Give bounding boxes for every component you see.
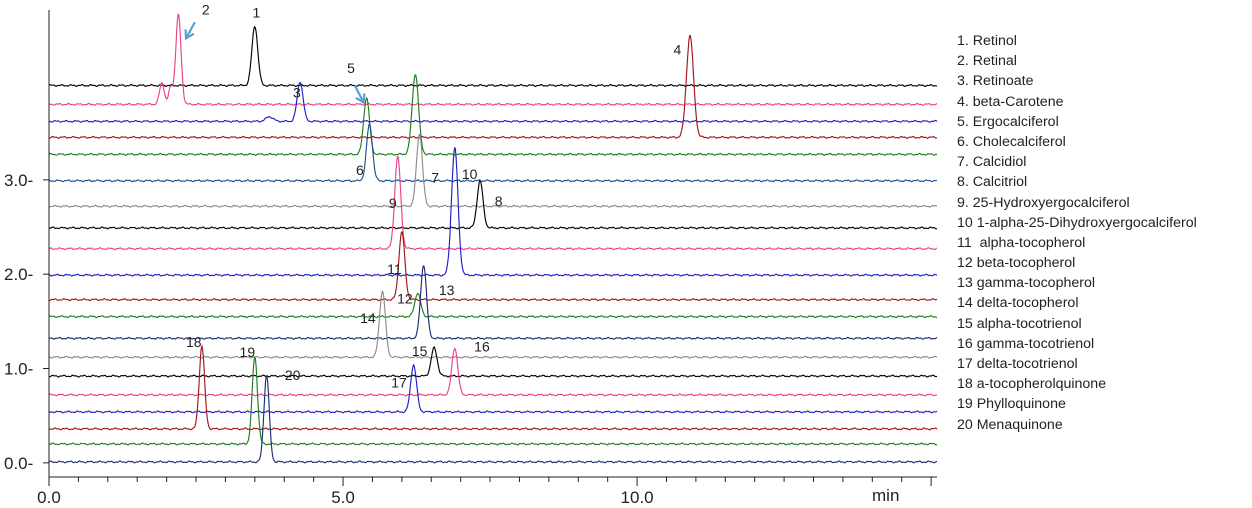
peak-label: 16 (474, 339, 490, 355)
trace-11 (48, 231, 938, 302)
peak-label: 20 (285, 367, 301, 383)
peak-label: 8 (495, 193, 503, 209)
legend-entry: 3. Retinoate (957, 73, 1034, 90)
y-tick-label: 1.0- (4, 360, 33, 379)
trace-3 (48, 82, 938, 123)
trace-1 (48, 25, 938, 88)
peak-label: 7 (431, 170, 439, 186)
peak-label: 5 (347, 60, 355, 76)
y-tick-label: 2.0- (4, 265, 33, 284)
trace-17 (48, 363, 938, 414)
chart-axes: 0.0 5.0 10.0 min 0.0- 1.0- 2.0- 3.0- (4, 10, 937, 507)
x-tick-label: 5.0 (331, 488, 355, 507)
trace-2 (48, 13, 938, 106)
y-tick-label: 0.0- (4, 454, 33, 473)
peak-label: 6 (356, 162, 364, 178)
legend-entry: 14 delta-tocopherol (957, 295, 1079, 312)
chart-legend: 1. Retinol 2. Retinal 3. Retinoate 4. beta-… (957, 31, 1197, 435)
peak-label: 9 (389, 195, 397, 211)
trace-18 (48, 344, 938, 431)
legend-entry: 5. Ergocalciferol (957, 113, 1059, 130)
peak-label: 18 (186, 334, 202, 350)
legend-entry: 11 alpha-tocopherol (957, 234, 1086, 251)
legend-entry: 15 alpha-tocotrienol (957, 315, 1082, 332)
peak-label: 19 (240, 344, 256, 360)
annotation-arrow (184, 21, 196, 41)
legend-entry: 8. Calcitriol (957, 174, 1028, 191)
legend-entry: 19 Phylloquinone (957, 396, 1066, 413)
trace-15 (48, 346, 938, 378)
peak-label: 13 (439, 282, 455, 298)
trace-4 (48, 34, 938, 139)
x-axis-label: min (872, 486, 899, 505)
legend-entry: 20 Menaquinone (957, 416, 1063, 433)
legend-entry: 10 1-alpha-25-Dihydroxyergocalciferol (957, 214, 1197, 231)
peak-label: 12 (397, 290, 413, 306)
trace-13 (48, 265, 938, 340)
annotation-arrows (184, 21, 366, 105)
peak-label: 2 (202, 2, 210, 18)
peak-label: 4 (674, 41, 682, 57)
peak-label: 1 (252, 5, 260, 21)
chromatogram-traces (48, 13, 938, 464)
trace-8 (48, 178, 938, 230)
legend-entry: 16 gamma-tocotrienol (957, 335, 1095, 352)
trace-20 (48, 374, 937, 464)
trace-9 (48, 156, 938, 251)
legend-entry: 17 delta-tocotrienol (957, 356, 1078, 372)
legend-entry: 6. Cholecalciferol (957, 133, 1066, 150)
legend-entry: 18 a-tocopherolquinone (957, 376, 1107, 393)
x-tick-label: 10.0 (621, 488, 654, 507)
trace-10 (48, 147, 938, 277)
legend-entry: 9. 25-Hydroxyergocalciferol (957, 194, 1130, 211)
trace-14 (48, 289, 938, 359)
legend-entry: 1. Retinol (957, 33, 1017, 49)
peak-label: 14 (360, 310, 376, 326)
legend-entry: 2. Retinal (957, 53, 1017, 70)
peak-label: 17 (391, 374, 407, 390)
trace-19 (48, 356, 938, 446)
legend-entry: 7. Calcidiol (957, 154, 1027, 171)
y-tick-label: 3.0- (4, 171, 33, 190)
trace-12 (48, 292, 937, 319)
annotation-arrow (353, 84, 366, 105)
peak-label: 10 (462, 166, 478, 182)
trace-5 (48, 74, 938, 156)
legend-entry: 13 gamma-tocopherol (957, 275, 1096, 292)
peak-label: 11 (387, 261, 402, 277)
trace-6 (48, 122, 938, 183)
trace-7 (48, 133, 938, 208)
legend-entry: 4. beta-Carotene (957, 93, 1064, 110)
peak-label: 15 (412, 343, 428, 359)
peak-label: 3 (293, 85, 301, 101)
trace-16 (48, 347, 938, 397)
x-tick-label: 0.0 (37, 488, 61, 507)
legend-entry: 12 beta-tocopherol (957, 255, 1076, 272)
